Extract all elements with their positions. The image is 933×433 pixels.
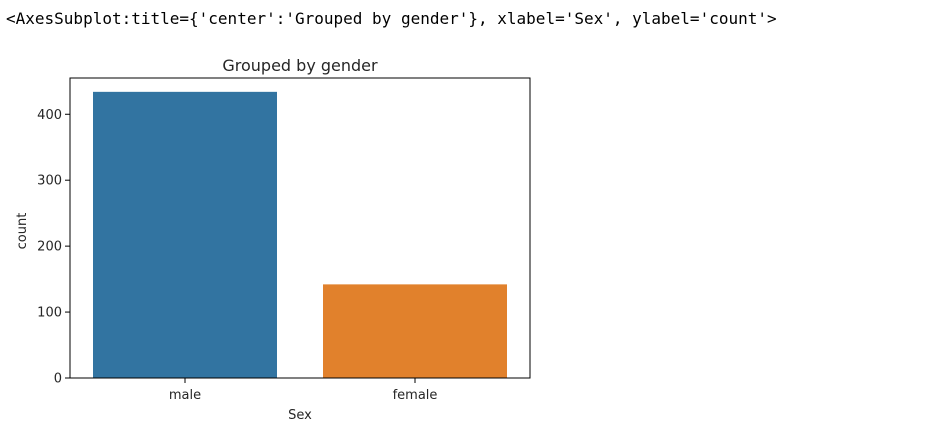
bar-female	[323, 284, 507, 378]
axes-subplot-repr-text: <AxesSubplot:title={'center':'Grouped by…	[6, 9, 777, 28]
x-tick-label-male: male	[169, 388, 201, 403]
y-tick-label: 400	[37, 108, 62, 123]
chart-title: Grouped by gender	[222, 56, 378, 75]
x-tick-label-female: female	[393, 388, 438, 403]
y-axis-ticks: 0 100 200 300 400	[37, 108, 70, 387]
plot-frame	[69, 77, 531, 379]
x-axis-title: Sex	[288, 408, 312, 423]
y-tick-label: 100	[37, 306, 62, 321]
y-tick-label: 300	[37, 174, 62, 189]
x-axis-ticks: male female	[169, 378, 438, 403]
bars	[93, 91, 507, 378]
y-tick-label: 200	[37, 240, 62, 255]
bar-male	[93, 91, 277, 378]
y-tick-label: 0	[54, 372, 62, 387]
y-axis-title: count	[15, 213, 30, 250]
